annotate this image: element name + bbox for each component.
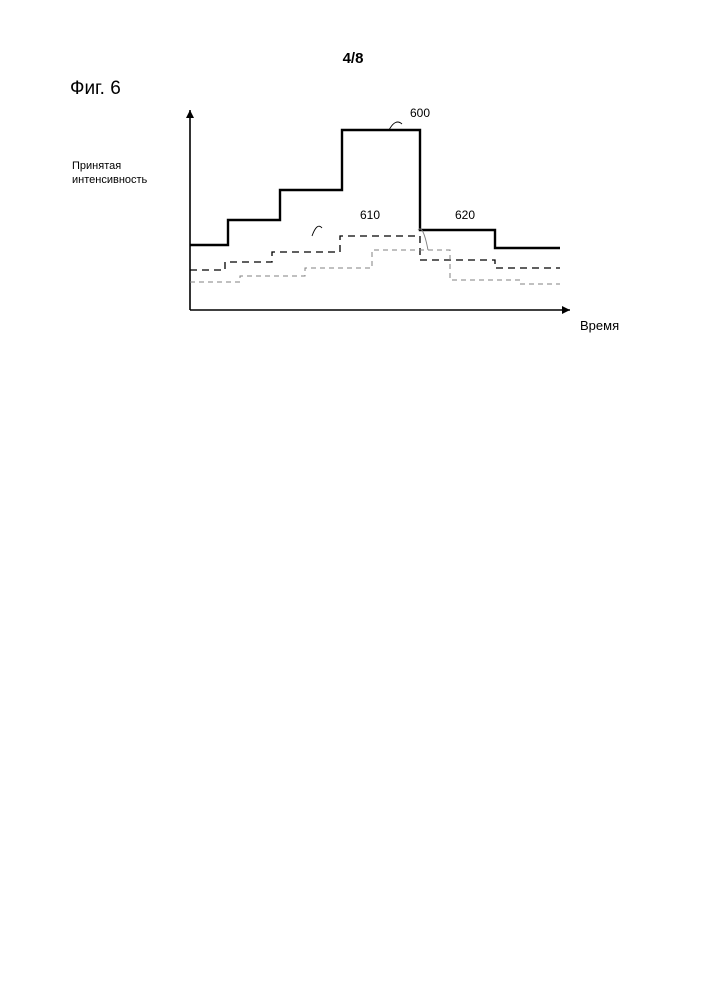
page-number: 4/8 — [0, 50, 706, 67]
callout-600: 600 — [410, 106, 430, 120]
series-600 — [190, 130, 560, 248]
page: 4/8 Фиг. 6 Принятая интенсивность Время … — [0, 0, 706, 999]
chart-svg — [90, 110, 580, 330]
series-620 — [190, 250, 560, 284]
leader-610 — [312, 226, 322, 236]
figure-label: Фиг. 6 — [70, 78, 121, 100]
x-axis-label: Время — [580, 318, 619, 333]
callout-620: 620 — [455, 208, 475, 222]
series-610 — [190, 236, 560, 270]
callout-610: 610 — [360, 208, 380, 222]
